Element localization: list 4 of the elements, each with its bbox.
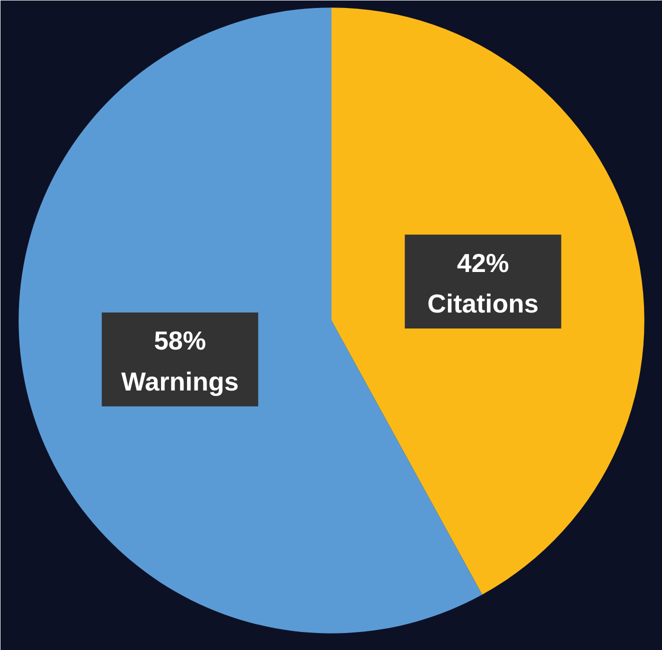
data-label: 58% — [154, 326, 206, 356]
slice-label: Citations — [427, 288, 539, 318]
data-label: 42% — [456, 248, 510, 278]
slice-label: Warnings — [121, 366, 239, 396]
